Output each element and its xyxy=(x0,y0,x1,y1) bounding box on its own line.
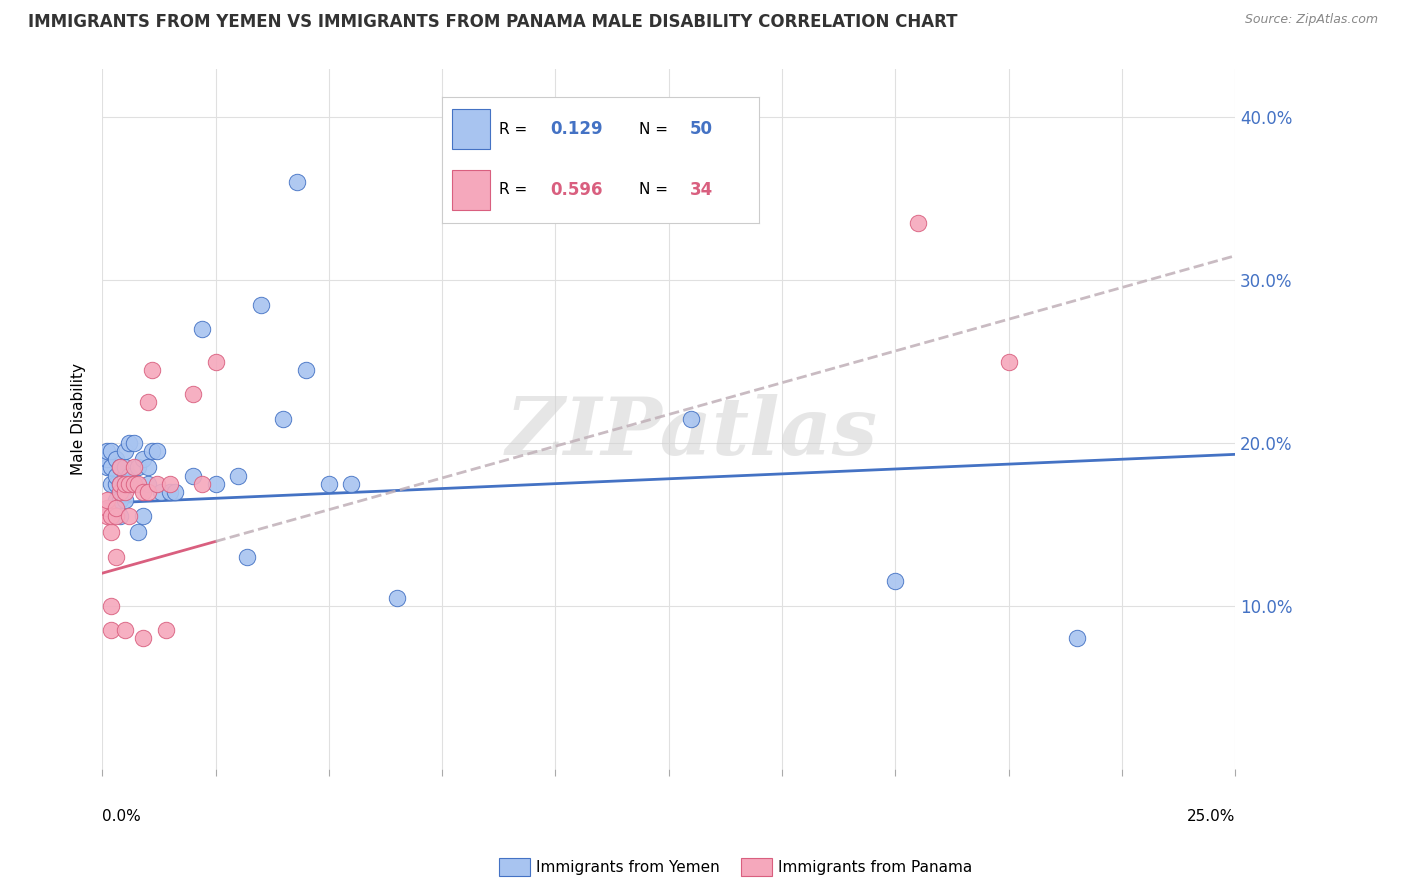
Point xyxy=(318,476,340,491)
Point xyxy=(96,460,118,475)
Text: 0.0%: 0.0% xyxy=(103,809,141,824)
Point xyxy=(122,460,145,475)
Point xyxy=(100,476,122,491)
Point xyxy=(110,476,132,491)
Point xyxy=(132,452,155,467)
Point xyxy=(163,484,186,499)
Point xyxy=(114,492,136,507)
Point xyxy=(122,436,145,450)
Point xyxy=(884,574,907,589)
Point xyxy=(136,395,159,409)
Point xyxy=(191,322,214,336)
Y-axis label: Male Disability: Male Disability xyxy=(72,362,86,475)
Point xyxy=(681,411,703,425)
Point xyxy=(204,476,226,491)
Point xyxy=(104,476,127,491)
Text: IMMIGRANTS FROM YEMEN VS IMMIGRANTS FROM PANAMA MALE DISABILITY CORRELATION CHAR: IMMIGRANTS FROM YEMEN VS IMMIGRANTS FROM… xyxy=(28,13,957,31)
Point xyxy=(104,501,127,516)
Point xyxy=(132,509,155,524)
Point xyxy=(110,509,132,524)
Point xyxy=(150,484,173,499)
Point xyxy=(141,444,163,458)
Point xyxy=(122,476,145,491)
Text: Immigrants from Yemen: Immigrants from Yemen xyxy=(536,860,720,874)
Point xyxy=(273,411,295,425)
Point xyxy=(127,476,149,491)
Point xyxy=(204,354,226,368)
Point xyxy=(104,492,127,507)
Point xyxy=(114,476,136,491)
Point xyxy=(155,623,177,637)
Point xyxy=(1066,632,1088,646)
Point xyxy=(118,436,141,450)
Point xyxy=(110,460,132,475)
Point xyxy=(104,452,127,467)
Point xyxy=(132,632,155,646)
Point xyxy=(96,501,118,516)
Point xyxy=(145,476,167,491)
Point xyxy=(385,591,408,605)
Point xyxy=(96,452,118,467)
Point xyxy=(118,509,141,524)
Point xyxy=(907,216,929,230)
Point xyxy=(114,484,136,499)
Point xyxy=(145,444,167,458)
Point xyxy=(181,387,204,401)
Point xyxy=(122,476,145,491)
Point xyxy=(104,468,127,483)
Point xyxy=(340,476,363,491)
Point xyxy=(114,468,136,483)
Point xyxy=(96,444,118,458)
Point xyxy=(118,468,141,483)
Text: 25.0%: 25.0% xyxy=(1187,809,1236,824)
Point xyxy=(100,599,122,613)
Point xyxy=(100,525,122,540)
Point xyxy=(181,468,204,483)
Point xyxy=(997,354,1019,368)
Point xyxy=(132,484,155,499)
Point xyxy=(100,444,122,458)
Point xyxy=(250,297,273,311)
Point xyxy=(136,484,159,499)
Point xyxy=(127,525,149,540)
Point xyxy=(295,362,318,376)
Point xyxy=(110,460,132,475)
Text: ZIPatlas: ZIPatlas xyxy=(505,393,877,471)
Point xyxy=(110,484,132,499)
Point xyxy=(114,476,136,491)
Text: Immigrants from Panama: Immigrants from Panama xyxy=(778,860,972,874)
Point xyxy=(118,476,141,491)
Text: Source: ZipAtlas.com: Source: ZipAtlas.com xyxy=(1244,13,1378,27)
Point xyxy=(110,476,132,491)
Point xyxy=(127,460,149,475)
Point xyxy=(285,176,308,190)
Point xyxy=(136,476,159,491)
Point xyxy=(191,476,214,491)
Point xyxy=(226,468,249,483)
Point xyxy=(136,460,159,475)
Point xyxy=(96,509,118,524)
Point xyxy=(114,623,136,637)
Point xyxy=(110,492,132,507)
Point xyxy=(159,476,181,491)
Point xyxy=(114,444,136,458)
Point xyxy=(159,484,181,499)
Point xyxy=(118,476,141,491)
Point xyxy=(104,509,127,524)
Point xyxy=(104,549,127,564)
Point xyxy=(236,549,259,564)
Point xyxy=(100,509,122,524)
Point xyxy=(114,460,136,475)
Point xyxy=(96,492,118,507)
Point xyxy=(100,623,122,637)
Point xyxy=(141,362,163,376)
Point xyxy=(100,460,122,475)
